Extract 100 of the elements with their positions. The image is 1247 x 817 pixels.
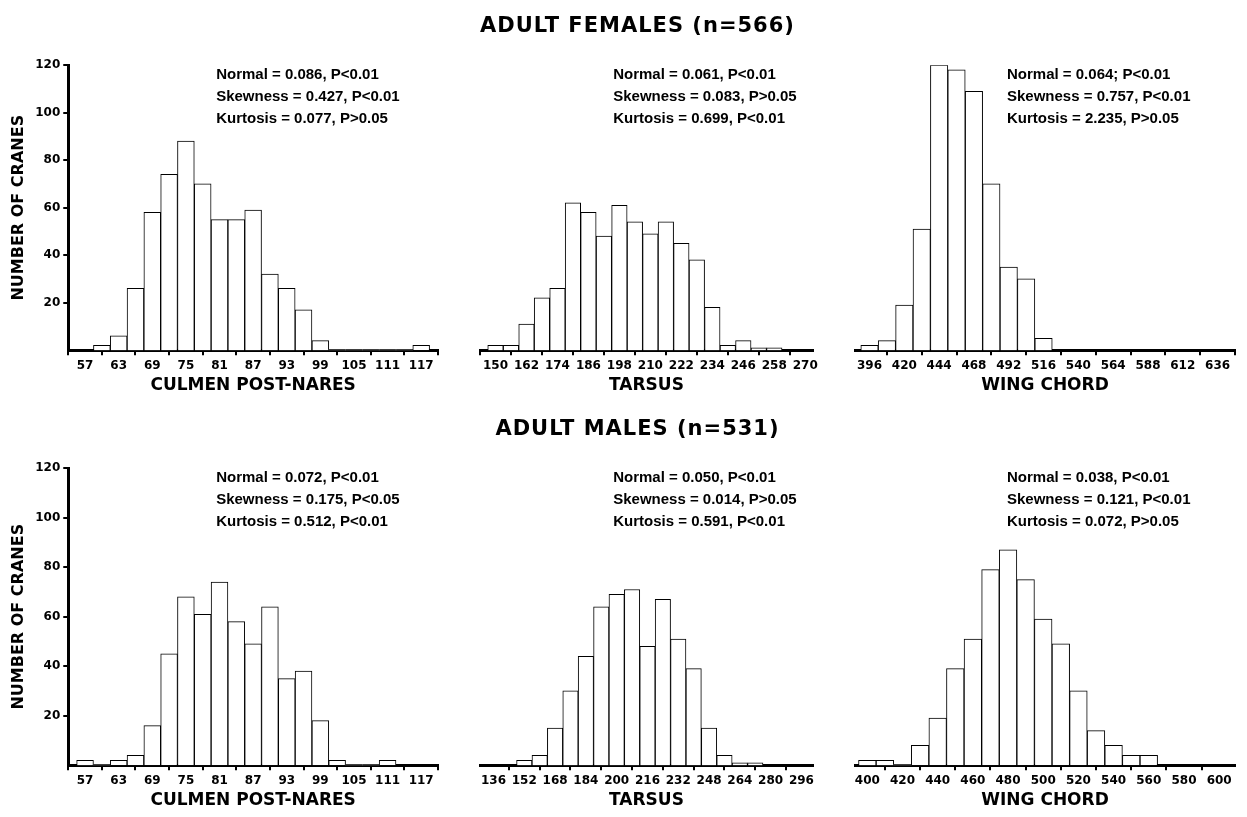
- x-tick-label: 400: [854, 772, 880, 787]
- x-tick-label: 516: [1031, 357, 1057, 372]
- x-tick-label: 63: [110, 357, 128, 372]
- x-tick-label: 184: [573, 772, 599, 787]
- y-axis-title: NUMBER OF CRANES: [7, 114, 27, 301]
- annotation: Skewness = 0.757, P<0.01: [1007, 86, 1191, 104]
- x-tick-label: 540: [1101, 772, 1127, 787]
- x-tick-label: 460: [960, 772, 986, 787]
- x-tick-label: 105: [341, 772, 367, 787]
- x-tick-label: 198: [606, 357, 632, 372]
- x-tick-label: 232: [665, 772, 691, 787]
- y-tick-label: 40: [43, 658, 61, 673]
- x-tick-label: 248: [696, 772, 722, 787]
- y-tick-label: 40: [43, 247, 61, 262]
- x-tick-label: 444: [926, 357, 952, 372]
- annotation: Skewness = 0.427, P<0.01: [216, 86, 400, 104]
- x-tick-label: 117: [408, 357, 434, 372]
- x-tick-label: 520: [1065, 772, 1091, 787]
- x-tick-label: 136: [480, 772, 507, 787]
- y-tick-label: 20: [43, 707, 61, 722]
- y-tick-label: 120: [35, 460, 61, 475]
- x-tick-label: 111: [375, 357, 401, 372]
- x-tick-label: 500: [1030, 772, 1056, 787]
- annotation: Skewness = 0.014, P>0.05: [613, 489, 797, 507]
- x-tick-label: 162: [513, 357, 539, 372]
- x-tick-label: 216: [634, 772, 660, 787]
- x-tick-label: 63: [110, 772, 128, 787]
- x-tick-label: 186: [575, 357, 601, 372]
- x-tick-label: 420: [891, 357, 917, 372]
- x-tick-label: 152: [511, 772, 537, 787]
- x-tick-label: 69: [143, 357, 161, 372]
- x-tick-label: 234: [699, 357, 725, 372]
- x-tick-label: 174: [544, 357, 570, 372]
- x-tick-label: 93: [278, 357, 296, 372]
- x-tick-label: 87: [244, 357, 262, 372]
- x-tick-label: 480: [995, 772, 1021, 787]
- x-tick-label: 280: [758, 772, 784, 787]
- x-tick-label: 81: [211, 772, 228, 787]
- x-tick-label: 99: [312, 772, 329, 787]
- x-tick-label: 264: [727, 772, 753, 787]
- y-tick-label: 100: [35, 509, 61, 524]
- annotation: Skewness = 0.121, P<0.01: [1007, 489, 1191, 507]
- y-tick-label: 120: [35, 57, 61, 72]
- x-tick-label: 580: [1171, 772, 1197, 787]
- x-tick-label: 210: [637, 357, 663, 372]
- x-tick-label: 87: [244, 772, 262, 787]
- y-tick-label: 60: [43, 199, 61, 214]
- x-tick-label: 468: [961, 357, 987, 372]
- x-tick-label: 564: [1100, 357, 1126, 372]
- annotation: Kurtosis = 2.235, P>0.05: [1007, 108, 1179, 126]
- chart-title: ADULT FEMALES (n=566): [479, 13, 796, 37]
- annotation: Kurtosis = 0.699, P<0.01: [613, 108, 785, 126]
- x-tick-label: 588: [1135, 357, 1161, 372]
- y-tick-label: 100: [35, 104, 61, 119]
- annotation: Normal = 0.061, P<0.01: [613, 64, 776, 82]
- x-tick-label: 117: [408, 772, 434, 787]
- x-tick-label: 200: [604, 772, 630, 787]
- y-tick-label: 80: [43, 559, 61, 574]
- chart-title: ADULT MALES (n=531): [494, 416, 781, 440]
- x-tick-label: 75: [177, 772, 195, 787]
- y-tick-label: 80: [43, 152, 61, 167]
- x-tick-label: 150: [482, 357, 509, 372]
- y-tick-label: 60: [43, 608, 61, 623]
- x-tick-label: 600: [1206, 772, 1232, 787]
- annotation: Kurtosis = 0.072, P>0.05: [1007, 511, 1179, 529]
- x-tick-label: 75: [177, 357, 195, 372]
- annotation: Skewness = 0.175, P<0.05: [216, 489, 400, 507]
- x-tick-label: 612: [1170, 357, 1196, 372]
- annotation: Normal = 0.038, P<0.01: [1007, 467, 1170, 485]
- x-tick-label: 420: [889, 772, 916, 787]
- annotation: Kurtosis = 0.591, P<0.01: [613, 511, 785, 529]
- x-tick-label: 222: [668, 357, 694, 372]
- x-tick-label: 57: [76, 772, 94, 787]
- x-tick-label: 636: [1205, 357, 1231, 372]
- x-tick-label: 105: [341, 357, 367, 372]
- x-tick-label: 440: [925, 772, 951, 787]
- x-tick-label: 57: [76, 357, 94, 372]
- x-tick-label: 396: [856, 357, 883, 372]
- x-axis-title: CULMEN POST-NARES: [150, 374, 356, 395]
- x-tick-label: 270: [792, 357, 818, 372]
- x-tick-label: 540: [1065, 357, 1091, 372]
- x-tick-label: 246: [730, 357, 756, 372]
- annotation: Skewness = 0.083, P>0.05: [613, 86, 797, 104]
- annotation: Kurtosis = 0.512, P<0.01: [216, 511, 388, 529]
- x-tick-label: 168: [542, 772, 568, 787]
- x-tick-label: 492: [996, 357, 1022, 372]
- annotation: Normal = 0.064; P<0.01: [1007, 64, 1171, 82]
- x-tick-label: 81: [211, 357, 228, 372]
- x-tick-label: 93: [278, 772, 296, 787]
- x-tick-label: 560: [1136, 772, 1162, 787]
- x-axis-title: CULMEN POST-NARES: [150, 789, 356, 810]
- x-axis-title: WING CHORD: [981, 789, 1109, 810]
- annotation: Normal = 0.072, P<0.01: [216, 467, 379, 485]
- y-tick-label: 20: [43, 294, 61, 309]
- x-axis-title: TARSUS: [609, 789, 684, 810]
- annotation: Normal = 0.086, P<0.01: [216, 64, 379, 82]
- x-axis-title: WING CHORD: [981, 374, 1109, 395]
- y-axis-title: NUMBER OF CRANES: [7, 523, 27, 710]
- x-tick-label: 111: [375, 772, 401, 787]
- x-tick-label: 296: [788, 772, 814, 787]
